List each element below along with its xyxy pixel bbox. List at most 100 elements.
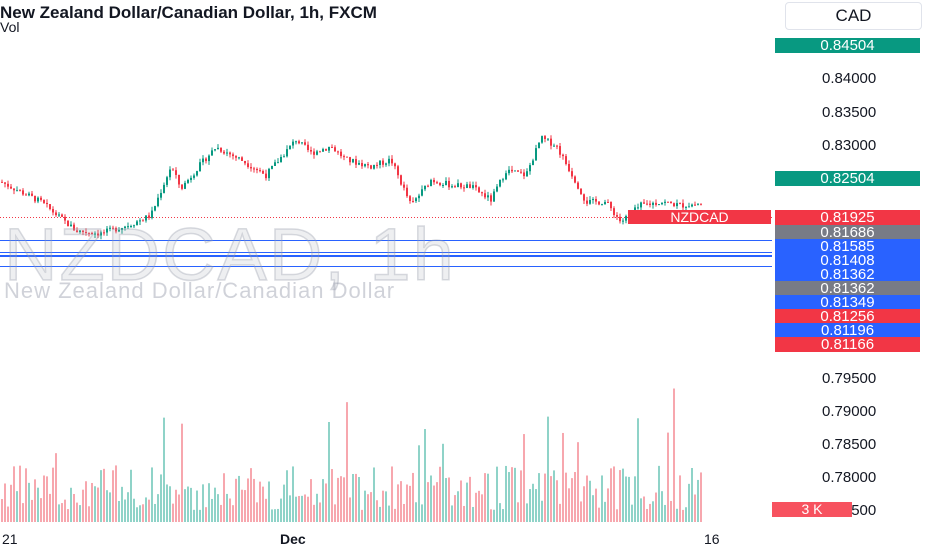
price-chart[interactable]: [0, 0, 772, 525]
volume-bar: [619, 470, 621, 522]
candle-body: [493, 191, 495, 202]
volume-bar: [7, 506, 9, 522]
candle-body: [229, 152, 231, 155]
volume-bar: [316, 493, 318, 522]
candle-body: [139, 220, 141, 222]
candle-body: [238, 157, 240, 159]
volume-bar: [397, 484, 399, 522]
candle-body: [634, 207, 636, 212]
volume-legend: Vol: [0, 19, 20, 35]
chart-title: New Zealand Dollar/Canadian Dollar, 1h, …: [0, 3, 377, 22]
candle-body: [523, 172, 525, 177]
candle-body: [451, 186, 453, 188]
candle-body: [286, 149, 288, 157]
volume-bar: [232, 505, 234, 522]
volume-bar: [475, 492, 477, 522]
candle-body: [475, 185, 477, 188]
volume-bar: [481, 494, 483, 522]
candle-body: [40, 197, 42, 200]
candle-body: [622, 220, 624, 222]
candle-body: [151, 210, 153, 218]
volume-bar: [373, 467, 375, 522]
volume-bar: [553, 470, 555, 522]
chart-area[interactable]: NZDCAD, 1h New Zealand Dollar/Canadian D…: [0, 0, 772, 525]
volume-bar: [46, 476, 48, 522]
candle-body: [664, 201, 666, 203]
candle-body: [268, 168, 270, 179]
candle-body: [205, 158, 207, 162]
candle-body: [181, 184, 183, 189]
volume-bar: [412, 472, 414, 522]
candle-body: [565, 156, 567, 165]
volume-bar: [313, 504, 315, 522]
candle-body: [283, 156, 285, 158]
candle-body: [154, 206, 156, 211]
candle-body: [544, 136, 546, 140]
candle-body: [616, 215, 618, 217]
price-tick: 0.79000: [822, 403, 877, 420]
candle-body: [376, 164, 378, 166]
candle-body: [640, 202, 642, 208]
candle-body: [370, 165, 372, 169]
price-tag: 0.81166: [775, 337, 920, 352]
price-tag: 0.81408: [775, 253, 920, 268]
price-tick: 0.83000: [822, 137, 877, 154]
candle-body: [421, 189, 423, 196]
volume-bar: [403, 503, 405, 522]
volume-bar: [523, 434, 525, 522]
volume-bar: [568, 488, 570, 522]
volume-bar: [151, 467, 153, 522]
volume-bar: [49, 493, 51, 522]
candle-body: [496, 186, 498, 192]
volume-bar: [478, 490, 480, 522]
volume-bar: [451, 505, 453, 522]
volume-bar: [526, 503, 528, 522]
volume-bar: [265, 498, 267, 522]
volume-bar: [208, 483, 210, 522]
time-axis[interactable]: 21 Dec 16: [0, 525, 772, 550]
volume-bar: [544, 473, 546, 522]
volume-bar: [286, 470, 288, 522]
candle-body: [310, 150, 312, 152]
candle-body: [478, 187, 480, 193]
currency-button[interactable]: CAD: [785, 2, 922, 30]
candle-body: [352, 159, 354, 163]
candle-body: [430, 179, 432, 187]
candle-body: [676, 203, 678, 207]
candle-body: [235, 156, 237, 158]
candle-body: [112, 227, 114, 229]
candle-body: [400, 175, 402, 185]
volume-bar: [25, 468, 27, 522]
volume-bar: [61, 503, 63, 522]
candle-body: [43, 199, 45, 203]
candle-body: [304, 142, 306, 145]
candle-body: [505, 173, 507, 180]
candle-body: [109, 227, 111, 229]
volume-bar: [658, 465, 660, 522]
candle-body: [580, 188, 582, 195]
candle-body: [652, 202, 654, 205]
candle-body: [394, 163, 396, 167]
candle-body: [508, 169, 510, 174]
volume-bar: [229, 498, 231, 522]
candle-body: [688, 206, 690, 208]
candle-body: [466, 184, 468, 188]
candle-body: [403, 184, 405, 188]
candle-body: [364, 164, 366, 167]
candle-body: [316, 151, 318, 155]
volume-bar: [577, 442, 579, 522]
candle-body: [58, 214, 60, 216]
volume-bar: [376, 500, 378, 522]
volume-bar: [310, 479, 312, 522]
volume-bar: [406, 484, 408, 522]
volume-bar: [298, 495, 300, 522]
candle-body: [454, 186, 456, 188]
price-tag: 0.81686: [775, 225, 920, 240]
volume-bar: [643, 496, 645, 522]
volume-bar: [634, 476, 636, 522]
candle-body: [31, 193, 33, 196]
volume-bar: [64, 499, 66, 522]
candle-body: [193, 175, 195, 178]
candle-body: [169, 169, 171, 178]
volume-bar: [652, 501, 654, 522]
